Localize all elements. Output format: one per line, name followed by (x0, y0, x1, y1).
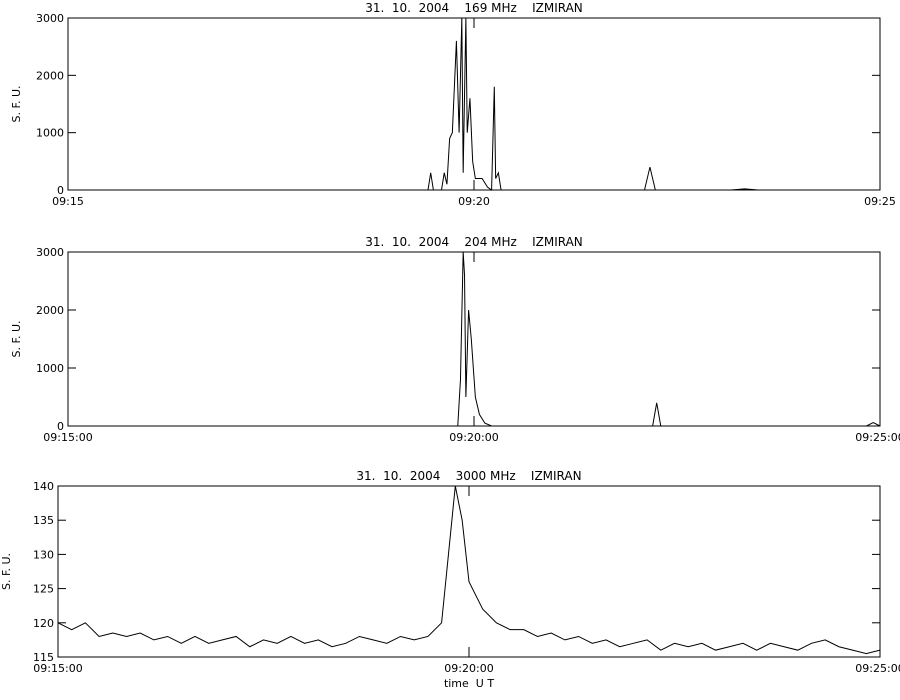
data-line (68, 17, 880, 191)
y-tick-label: 2000 (36, 69, 64, 82)
x-tick-label: 09:15:00 (43, 431, 92, 444)
y-axis-label: S. F. U. (0, 553, 13, 590)
y-tick-label: 120 (33, 617, 54, 630)
y-tick-label: 3000 (36, 12, 64, 25)
y-tick-label: 135 (33, 514, 54, 527)
data-line (57, 485, 881, 655)
x-tick-label: 09:25 (864, 195, 896, 208)
y-tick-label: 1000 (36, 362, 64, 375)
y-tick-label: 140 (33, 480, 54, 493)
x-tick-label: 09:15 (52, 195, 84, 208)
chart-title: 31. 10. 2004 3000 MHz IZMIRAN (356, 469, 581, 483)
y-tick-label: 3000 (36, 246, 64, 259)
x-tick-label: 09:20 (458, 195, 490, 208)
y-tick-label: 2000 (36, 304, 64, 317)
x-tick-label: 09:20:00 (449, 431, 498, 444)
x-tick-label: 09:25:00 (855, 662, 900, 675)
chart-title: 31. 10. 2004 169 MHz IZMIRAN (365, 1, 583, 15)
y-tick-label: 1000 (36, 127, 64, 140)
y-axis-label: S. F. U. (10, 85, 23, 122)
y-tick-label: 0 (57, 184, 64, 197)
y-tick-label: 0 (57, 420, 64, 433)
plot-frame (67, 251, 881, 427)
chart-title: 31. 10. 2004 204 MHz IZMIRAN (365, 235, 583, 249)
y-tick-label: 115 (33, 651, 54, 664)
x-tick-label: 09:20:00 (444, 662, 493, 675)
data-line (68, 251, 881, 427)
x-tick-label: 09:25:00 (855, 431, 900, 444)
x-tick-label: 09:15:00 (33, 662, 82, 675)
y-tick-label: 130 (33, 548, 54, 561)
plot-frame (57, 485, 881, 658)
x-axis-label: time U T (444, 677, 494, 690)
y-tick-label: 125 (33, 583, 54, 596)
y-axis-label: S. F. U. (10, 320, 23, 357)
plot-frame (67, 17, 881, 191)
